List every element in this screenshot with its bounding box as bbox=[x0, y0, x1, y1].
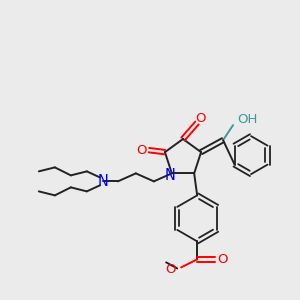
Text: O: O bbox=[137, 144, 147, 157]
Text: O: O bbox=[217, 253, 227, 266]
Text: N: N bbox=[98, 174, 108, 189]
Text: O: O bbox=[166, 263, 176, 276]
Text: N: N bbox=[164, 168, 175, 183]
Text: O: O bbox=[195, 112, 205, 124]
Text: OH: OH bbox=[237, 112, 257, 126]
